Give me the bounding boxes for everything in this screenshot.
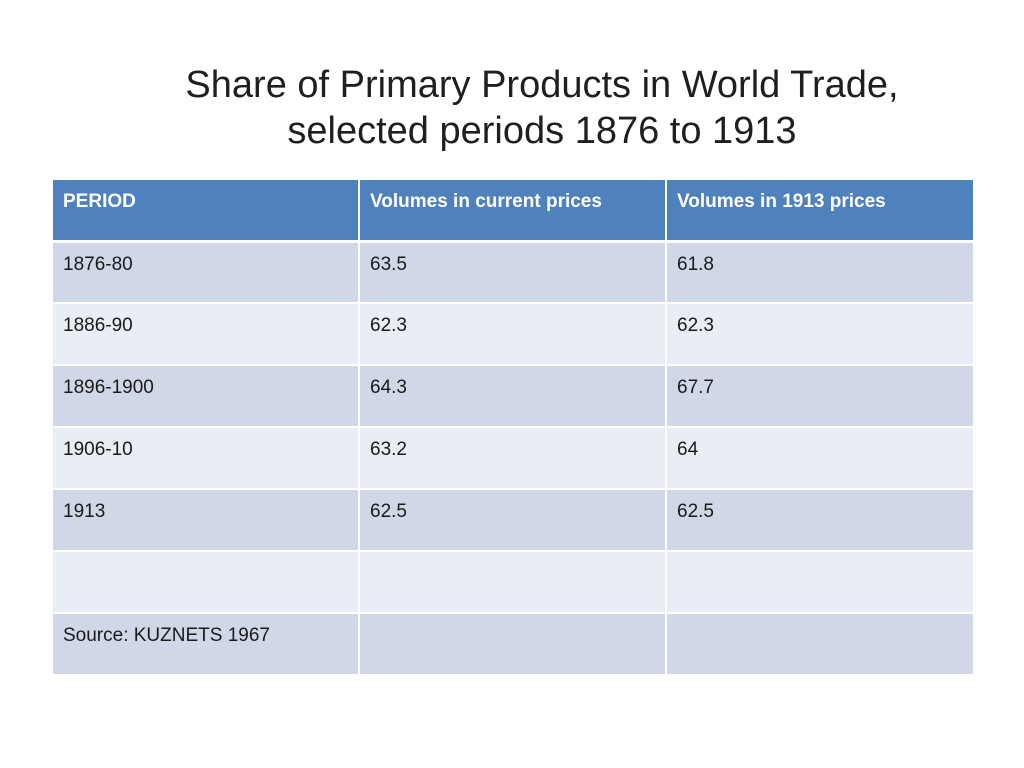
- header-period: PERIOD: [51, 178, 360, 243]
- table-row: 1906-10 63.2 64: [51, 426, 975, 490]
- cell-1913-prices: 67.7: [665, 364, 975, 428]
- cell-current-prices: 62.3: [358, 302, 667, 366]
- cell-1913-prices: 62.3: [665, 302, 975, 366]
- cell-period: 1906-10: [51, 426, 360, 490]
- cell-1913-prices: 61.8: [665, 240, 975, 304]
- slide-title: Share of Primary Products in World Trade…: [60, 62, 1024, 154]
- cell-current-prices: 63.2: [358, 426, 667, 490]
- cell-1913-prices: [665, 612, 975, 676]
- cell-current-prices: 63.5: [358, 240, 667, 304]
- cell-current-prices: [358, 550, 667, 614]
- cell-period: 1876-80: [51, 240, 360, 304]
- table-row: 1876-80 63.5 61.8: [51, 240, 975, 304]
- title-line-1: Share of Primary Products in World Trade…: [185, 64, 899, 106]
- table-row: [51, 550, 975, 614]
- table-row: 1886-90 62.3 62.3: [51, 302, 975, 366]
- cell-current-prices: [358, 612, 667, 676]
- table-header-row: PERIOD Volumes in current prices Volumes…: [51, 178, 975, 243]
- cell-period: 1886-90: [51, 302, 360, 366]
- cell-period: 1913: [51, 488, 360, 552]
- title-line-2: selected periods 1876 to 1913: [287, 110, 797, 152]
- cell-current-prices: 62.5: [358, 488, 667, 552]
- cell-1913-prices: [665, 550, 975, 614]
- header-current-prices: Volumes in current prices: [358, 178, 667, 243]
- cell-1913-prices: 64: [665, 426, 975, 490]
- table-row: Source: KUZNETS 1967: [51, 612, 975, 676]
- header-1913-prices: Volumes in 1913 prices: [665, 178, 975, 243]
- cell-current-prices: 64.3: [358, 364, 667, 428]
- cell-period: [51, 550, 360, 614]
- cell-1913-prices: 62.5: [665, 488, 975, 552]
- cell-source: Source: KUZNETS 1967: [51, 612, 360, 676]
- cell-period: 1896-1900: [51, 364, 360, 428]
- data-table: PERIOD Volumes in current prices Volumes…: [51, 178, 975, 676]
- table-row: 1913 62.5 62.5: [51, 488, 975, 552]
- table-row: 1896-1900 64.3 67.7: [51, 364, 975, 428]
